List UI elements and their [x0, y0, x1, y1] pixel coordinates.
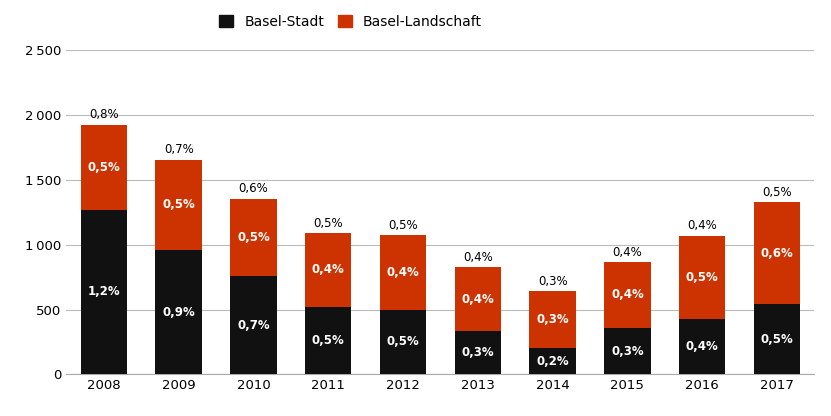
- Text: 0,7%: 0,7%: [164, 144, 194, 156]
- Text: 0,2%: 0,2%: [536, 355, 569, 368]
- Bar: [455, 267, 501, 331]
- Text: 0,5%: 0,5%: [760, 333, 794, 346]
- Text: 0,5%: 0,5%: [313, 217, 343, 230]
- Text: 0,7%: 0,7%: [237, 319, 270, 332]
- Text: 0,5%: 0,5%: [686, 271, 719, 284]
- Text: 0,5%: 0,5%: [762, 186, 792, 198]
- Bar: [81, 124, 127, 210]
- Text: 0,3%: 0,3%: [611, 344, 644, 357]
- Bar: [754, 305, 800, 374]
- Text: 0,5%: 0,5%: [87, 161, 120, 173]
- Bar: [754, 202, 800, 305]
- Bar: [529, 291, 576, 349]
- Bar: [604, 262, 651, 328]
- Text: 0,4%: 0,4%: [687, 219, 717, 232]
- Bar: [81, 210, 127, 374]
- Bar: [679, 235, 725, 319]
- Text: 0,5%: 0,5%: [386, 335, 420, 349]
- Bar: [230, 276, 277, 374]
- Text: 0,9%: 0,9%: [162, 306, 195, 319]
- Bar: [305, 233, 352, 307]
- Text: 0,3%: 0,3%: [536, 313, 569, 327]
- Bar: [455, 331, 501, 374]
- Text: 0,6%: 0,6%: [760, 247, 794, 260]
- Text: 0,3%: 0,3%: [461, 346, 494, 359]
- Text: 0,4%: 0,4%: [463, 251, 493, 264]
- Text: 0,5%: 0,5%: [162, 198, 195, 211]
- Bar: [529, 349, 576, 374]
- Bar: [305, 307, 352, 374]
- Bar: [155, 160, 202, 250]
- Text: 1,2%: 1,2%: [87, 285, 120, 299]
- Text: 0,4%: 0,4%: [686, 340, 719, 353]
- Bar: [679, 319, 725, 374]
- Text: 0,4%: 0,4%: [312, 263, 345, 276]
- Text: 0,4%: 0,4%: [461, 292, 494, 306]
- Bar: [230, 198, 277, 276]
- Text: 0,5%: 0,5%: [237, 231, 270, 244]
- Text: 0,8%: 0,8%: [89, 108, 119, 121]
- Text: 0,4%: 0,4%: [612, 246, 642, 259]
- Text: 0,4%: 0,4%: [611, 288, 644, 302]
- Text: 0,4%: 0,4%: [386, 266, 420, 279]
- Text: 0,3%: 0,3%: [538, 275, 568, 288]
- Bar: [380, 235, 426, 310]
- Bar: [155, 250, 202, 374]
- Text: 0,5%: 0,5%: [312, 334, 345, 347]
- Legend: Basel-Stadt, Basel-Landschaft: Basel-Stadt, Basel-Landschaft: [219, 15, 482, 29]
- Bar: [604, 328, 651, 374]
- Text: 0,5%: 0,5%: [388, 219, 418, 232]
- Text: 0,6%: 0,6%: [238, 182, 268, 195]
- Bar: [380, 310, 426, 374]
